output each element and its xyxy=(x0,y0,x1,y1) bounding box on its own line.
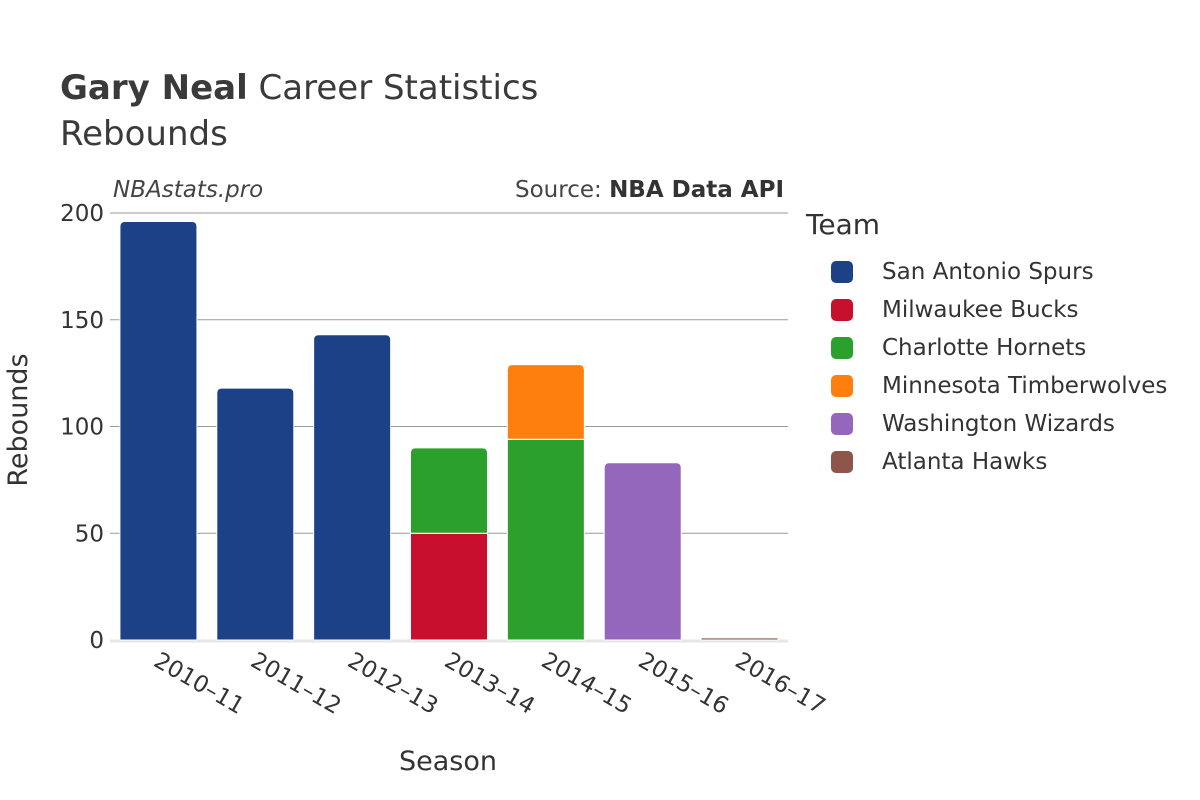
x-axis-title: Season xyxy=(399,746,497,777)
legend-swatch xyxy=(831,261,853,283)
bar-segment xyxy=(410,447,488,534)
legend-item[interactable]: Atlanta Hawks xyxy=(806,443,1167,481)
legend-label: Charlotte Hornets xyxy=(882,335,1087,361)
legend-item[interactable]: Washington Wizards xyxy=(806,405,1167,443)
legend-label: Atlanta Hawks xyxy=(882,449,1048,475)
legend-label: Washington Wizards xyxy=(882,411,1115,437)
y-tick-label: 0 xyxy=(89,628,104,654)
legend-item[interactable]: San Antonio Spurs xyxy=(806,253,1167,291)
legend-swatch xyxy=(831,451,853,473)
chart-title: Gary Neal Career Statistics xyxy=(60,66,538,110)
bar-segment xyxy=(506,364,585,440)
y-tick-label: 150 xyxy=(60,308,104,334)
legend-item[interactable]: Milwaukee Bucks xyxy=(806,291,1167,329)
bar-segment xyxy=(506,438,585,641)
x-tick-label: 2011–12 xyxy=(246,648,345,720)
legend-swatch xyxy=(831,299,853,321)
bar-segment xyxy=(216,387,295,641)
legend: Team San Antonio Spurs Milwaukee Bucks Cha… xyxy=(806,208,1167,481)
bar-segment xyxy=(603,462,682,641)
watermark: NBAstats.pro xyxy=(113,177,264,203)
legend-title: Team xyxy=(806,208,881,241)
bar-segment xyxy=(700,637,779,641)
legend-swatch xyxy=(831,413,853,435)
x-tick-label: 2014–15 xyxy=(537,648,636,720)
y-tick-label: 200 xyxy=(60,201,104,227)
player-name: Gary Neal xyxy=(60,68,248,108)
y-axis-title: Rebounds xyxy=(3,353,34,486)
y-tick-label: 50 xyxy=(75,521,104,547)
y-tick-label: 100 xyxy=(60,415,104,441)
legend-label: San Antonio Spurs xyxy=(882,259,1094,285)
legend-item[interactable]: Charlotte Hornets xyxy=(806,329,1167,367)
source-prefix: Source: xyxy=(515,177,610,203)
x-tick-label: 2010–11 xyxy=(149,648,248,720)
source-credit: Source: NBA Data API xyxy=(515,177,784,203)
x-tick-label: 2015–16 xyxy=(634,648,733,720)
x-tick-label: 2016–17 xyxy=(731,648,830,720)
chart-subtitle: Rebounds xyxy=(60,114,228,154)
legend-label: Minnesota Timberwolves xyxy=(882,373,1168,399)
source-name: NBA Data API xyxy=(609,177,784,203)
bar-segment xyxy=(313,334,392,641)
x-tick-label: 2012–13 xyxy=(343,648,442,720)
bar-segment xyxy=(119,221,198,641)
title-rest: Career Statistics xyxy=(258,68,539,108)
legend-swatch xyxy=(831,375,853,397)
bar-segment xyxy=(410,532,488,641)
x-tick-label: 2013–14 xyxy=(440,648,539,720)
legend-item[interactable]: Minnesota Timberwolves xyxy=(806,367,1167,405)
legend-swatch xyxy=(831,337,853,359)
legend-label: Milwaukee Bucks xyxy=(882,297,1079,323)
